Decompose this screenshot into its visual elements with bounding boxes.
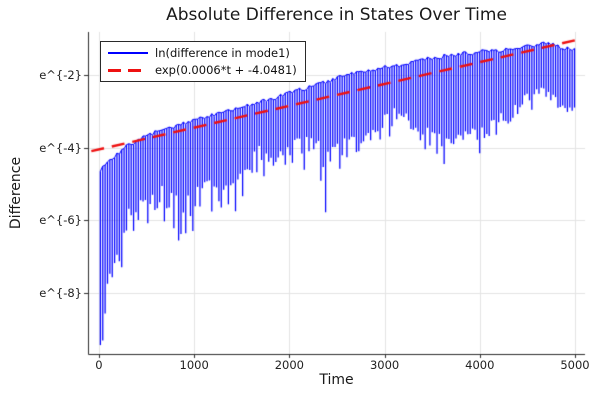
- legend: ln(difference in mode1) exp(0.0006*t + -…: [100, 41, 306, 82]
- x-tick-label: 1000: [179, 358, 209, 372]
- x-tick-label: 2000: [274, 358, 304, 372]
- legend-entry-label: ln(difference in mode1): [155, 46, 290, 60]
- legend-blue-line-swatch: [108, 52, 148, 54]
- legend-red-dashed-swatch: [108, 68, 148, 72]
- x-tick-label: 0: [95, 358, 103, 372]
- x-tick-label: 4000: [465, 358, 495, 372]
- y-tick-label: e^{-8}: [39, 286, 82, 301]
- x-axis-label: Time: [319, 372, 354, 388]
- x-tick-label: 5000: [560, 358, 590, 372]
- y-tick-label: e^{-2}: [39, 67, 82, 82]
- legend-entry-blue: ln(difference in mode1): [108, 45, 297, 61]
- y-tick-label: e^{-6}: [39, 213, 82, 228]
- y-axis-label: Difference: [8, 156, 24, 230]
- x-tick-label: 3000: [369, 358, 400, 372]
- y-tick-label: e^{-4}: [39, 140, 82, 155]
- chart-title: Absolute Difference in States Over Time: [166, 5, 507, 25]
- legend-entry-label: exp(0.0006*t + -4.0481): [155, 63, 297, 77]
- legend-entry-red: exp(0.0006*t + -4.0481): [108, 62, 297, 78]
